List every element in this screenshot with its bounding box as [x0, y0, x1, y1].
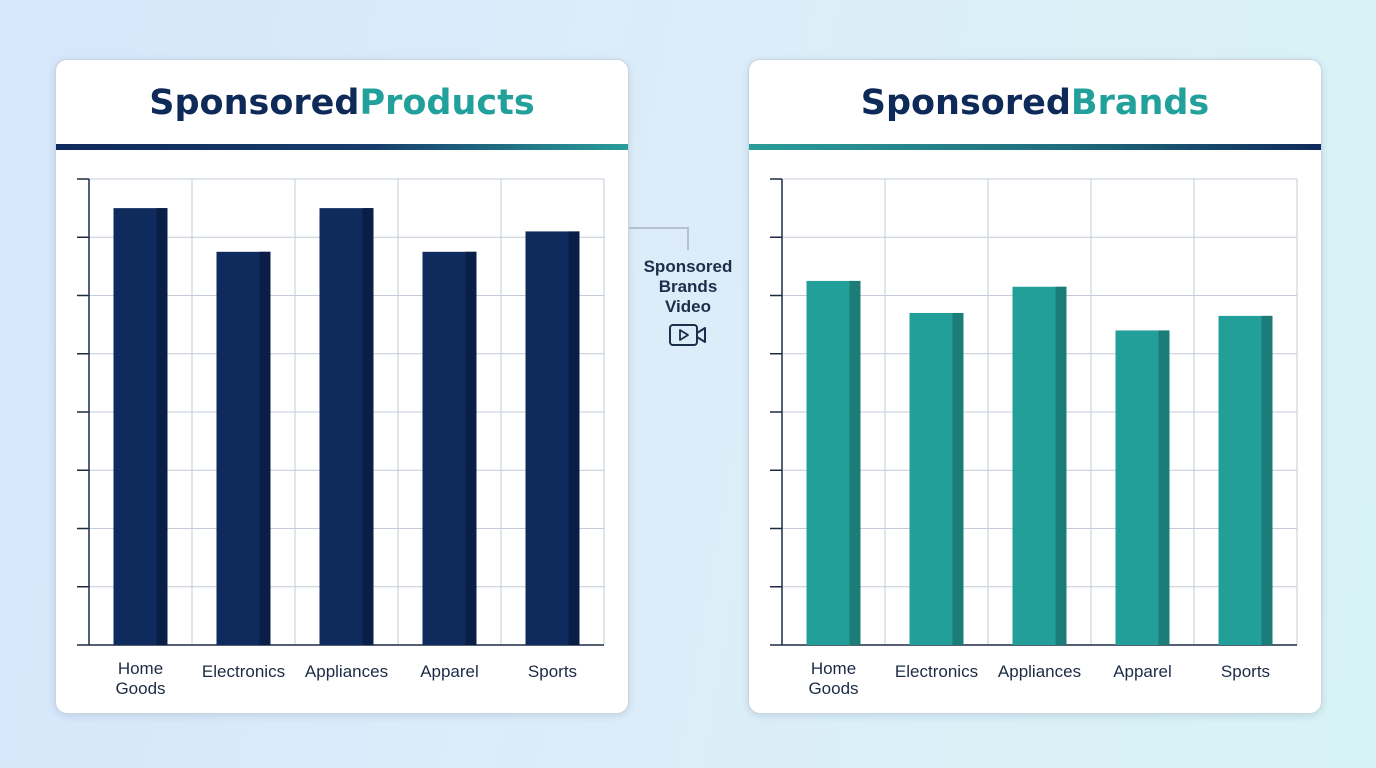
bar-shade — [1158, 330, 1170, 645]
connector-line-top — [629, 227, 689, 250]
video-camera-icon — [669, 324, 706, 346]
label-line: Video — [665, 297, 711, 316]
bar-shade — [952, 312, 964, 645]
bar-shade — [362, 208, 374, 645]
bar-shade — [849, 280, 861, 645]
bar-shade — [1261, 315, 1273, 645]
x-tick-label: Electronics — [202, 662, 285, 681]
panel-title: Sponsored Brands — [749, 60, 1321, 146]
title-part-1: Sponsored — [860, 83, 1071, 123]
label-line: Sponsored — [643, 257, 733, 276]
title-part-1: Sponsored — [149, 83, 360, 123]
bar-shade — [1055, 286, 1067, 645]
bar-shade — [568, 231, 580, 646]
x-tick-label: Electronics — [895, 662, 978, 681]
sponsored-products-panel: Sponsored Products Home Goods Electronics A… — [55, 59, 629, 714]
x-tick-label: Appliances — [998, 662, 1081, 681]
label-line: Brands — [658, 277, 718, 296]
x-tick-label: Home Goods — [115, 659, 165, 698]
sponsored-brands-panel: Sponsored Brands Home Goods Electronics App… — [748, 59, 1322, 714]
title-divider — [56, 144, 628, 150]
x-tick-label: Home Goods — [808, 659, 858, 698]
title-divider — [749, 144, 1321, 150]
x-tick-label: Sports — [528, 662, 577, 681]
bar-shade — [156, 208, 168, 645]
bar-chart: Home Goods Electronics Appliances Apparel Spo… — [77, 178, 605, 698]
bar-shade — [465, 251, 477, 645]
panel-title: Sponsored Products — [56, 60, 628, 146]
x-tick-label: Apparel — [1113, 662, 1172, 681]
bar-chart: Home Goods Electronics Appliances Apparel Spo… — [770, 178, 1298, 698]
title-part-2: Products — [359, 83, 535, 123]
x-tick-label: Sports — [1221, 662, 1270, 681]
title-part-2: Brands — [1070, 83, 1210, 123]
x-tick-label: Apparel — [420, 662, 479, 681]
bar-shade — [259, 251, 271, 645]
sponsored-brands-video-label: Sponsored Brands Video — [628, 257, 748, 317]
x-tick-label: Appliances — [305, 662, 388, 681]
